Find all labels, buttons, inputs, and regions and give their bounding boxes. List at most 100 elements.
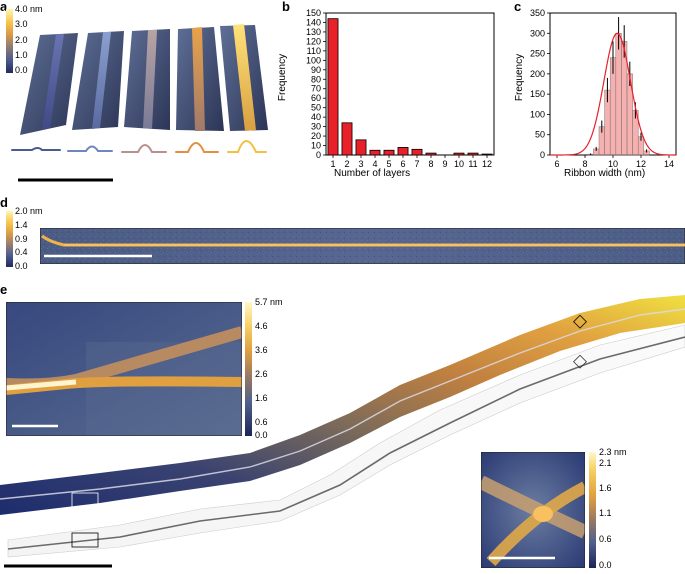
panel-c-chart: 0 50 100 150 200 250 300 350 6 8 10 12 14 bbox=[530, 8, 677, 169]
panel-b-bar bbox=[397, 147, 409, 156]
panel-b-xtick-label: 2 bbox=[344, 159, 349, 169]
panel-e-inset-left-cb-tick-5: 0.6 bbox=[255, 417, 268, 427]
panel-e-box-3 bbox=[573, 314, 587, 329]
panel-e-inset-left bbox=[6, 302, 242, 436]
panel-a-profiles bbox=[11, 140, 267, 153]
panel-d-cb-tick-4: 0.0 bbox=[15, 261, 28, 271]
panel-e-inset-left-cb-tick-4: 1.6 bbox=[255, 393, 268, 403]
panel-b-ytick-label: 110 bbox=[307, 46, 321, 56]
panel-letter-d: d bbox=[0, 195, 8, 210]
panel-c-xlabel: Ribbon width (nm) bbox=[564, 168, 646, 179]
panel-b-ytick-label: 150 bbox=[306, 8, 321, 18]
panel-e-inset-left-colorbar bbox=[245, 302, 252, 436]
panel-c-gaussian-fit bbox=[550, 32, 676, 156]
panel-e-inset-left-cb-tick-3: 2.6 bbox=[255, 369, 268, 379]
panel-e-box-4 bbox=[573, 354, 587, 369]
panel-c-ytick-label: 300 bbox=[530, 28, 545, 38]
panel-b-ytick-label: 50 bbox=[311, 103, 321, 113]
panel-b-bar bbox=[383, 149, 395, 156]
panel-c-ytick-label: 350 bbox=[530, 8, 545, 18]
panel-a-cb-tick-0: 4.0 nm bbox=[15, 4, 43, 14]
panel-b-ytick-label: 100 bbox=[306, 55, 321, 65]
panel-e-inset-right-cb-tick-1: 2.1 bbox=[599, 458, 612, 468]
panel-b-ytick-label: 10 bbox=[311, 141, 321, 151]
panel-a-strip-1 bbox=[20, 33, 78, 135]
panel-b-xtick-label: 7 bbox=[414, 159, 419, 169]
panel-e-inset-right-cb-tick-0: 2.3 nm bbox=[599, 447, 627, 457]
panel-b-bar bbox=[411, 148, 423, 156]
panel-a-strip-2 bbox=[72, 31, 124, 130]
panel-b-ytick-label: 60 bbox=[311, 93, 321, 103]
panel-b-bar bbox=[467, 152, 479, 156]
panel-a-colorbar bbox=[6, 9, 13, 73]
panel-d-colorbar bbox=[6, 211, 13, 267]
panel-c-ytick-label: 50 bbox=[535, 130, 545, 140]
panel-e-inset-left-cb-tick-1: 4.6 bbox=[255, 321, 268, 331]
panel-d-cb-tick-3: 0.4 bbox=[15, 247, 28, 257]
panel-a-cb-tick-1: 3.0 bbox=[15, 19, 28, 29]
panel-e-inset-right-cb-tick-2: 1.6 bbox=[599, 483, 612, 493]
panel-b-ytick-label: 90 bbox=[311, 65, 321, 75]
panel-b-ytick-label: 130 bbox=[306, 27, 321, 37]
panel-letter-b: b bbox=[282, 0, 290, 14]
panel-e-inset-right-colorbar bbox=[589, 452, 596, 568]
panel-b-xlabel: Number of layers bbox=[334, 168, 411, 179]
panel-b-ytick-label: 120 bbox=[306, 36, 321, 46]
panel-a-strip-5 bbox=[220, 24, 268, 131]
panel-e-inset-left-cb-tick-0: 5.7 nm bbox=[255, 297, 283, 307]
panel-b-xtick-label: 11 bbox=[468, 159, 477, 169]
panel-letter-a: a bbox=[0, 0, 8, 14]
panel-b-xtick-label: 4 bbox=[372, 159, 377, 169]
panel-letter-e: e bbox=[0, 282, 8, 297]
panel-b-bar bbox=[355, 139, 367, 156]
panel-b-xtick-label: 3 bbox=[358, 159, 363, 169]
panel-c-xtick-label: 8 bbox=[582, 159, 587, 169]
panel-b-ytick-label: 80 bbox=[311, 74, 321, 84]
panel-c-ytick-label: 100 bbox=[530, 109, 545, 119]
panel-b-ytick-label: 140 bbox=[306, 17, 321, 27]
panel-c-ytick-label: 150 bbox=[530, 89, 545, 99]
panel-c-ytick-label: 250 bbox=[530, 49, 545, 59]
panel-e-gray-montage bbox=[7, 324, 685, 558]
panel-b-bar bbox=[327, 18, 339, 156]
panel-e-large-montage bbox=[0, 295, 685, 568]
panel-b-ytick-label: 20 bbox=[311, 131, 321, 141]
panel-b-ytick-label: 0 bbox=[316, 150, 321, 160]
panel-b-ytick-label: 70 bbox=[311, 84, 321, 94]
panel-c-xtick-label: 10 bbox=[608, 159, 618, 169]
panel-b-xtick-label: 5 bbox=[386, 159, 391, 169]
panel-b-xtick-label: 10 bbox=[454, 159, 464, 169]
panel-c-xtick-label: 6 bbox=[554, 159, 559, 169]
panel-c-ytick-label: 200 bbox=[530, 69, 545, 79]
panel-b-ylabel: Frequency bbox=[277, 53, 289, 102]
panel-a-3d-surface bbox=[11, 24, 268, 182]
panel-b-ytick-label: 30 bbox=[311, 122, 321, 132]
panel-b-bar bbox=[369, 149, 381, 156]
panel-b-frame bbox=[325, 12, 495, 156]
panel-e-inset-left-cb-tick-2: 3.6 bbox=[255, 345, 268, 355]
panel-e-inset-right bbox=[481, 452, 585, 568]
panel-e-inset-right-cb-tick-3: 1.1 bbox=[599, 508, 612, 518]
panel-c-xtick-label: 14 bbox=[664, 159, 674, 169]
panel-a-cb-tick-3: 1.0 bbox=[15, 50, 28, 60]
panel-d-afm-image bbox=[40, 228, 685, 264]
panel-d-cb-tick-0: 2.0 nm bbox=[15, 206, 43, 216]
panel-b-ytick-label: 40 bbox=[311, 112, 321, 122]
panel-e-inset-left-cb-tick-6: 0.0 bbox=[255, 430, 268, 440]
panel-letter-c: c bbox=[514, 0, 522, 14]
panel-b-xtick-label: 6 bbox=[400, 159, 405, 169]
panel-a-strip-3 bbox=[124, 29, 170, 130]
panel-e-box-2 bbox=[71, 532, 99, 548]
panel-e-inset-right-cb-tick-5: 0.0 bbox=[599, 560, 612, 570]
panel-b-bar bbox=[425, 152, 437, 156]
panel-b-bar bbox=[481, 153, 493, 156]
panel-c-xtick-label: 12 bbox=[636, 159, 646, 169]
panel-b-bar bbox=[453, 152, 465, 156]
panel-c-bar bbox=[615, 33, 622, 156]
panel-b-xtick-label: 1 bbox=[330, 159, 335, 169]
panel-c-ytick-label: 0 bbox=[540, 150, 545, 160]
panel-e-color-montage bbox=[0, 295, 685, 515]
panel-b-bar bbox=[341, 122, 353, 156]
panel-b-xtick-label: 12 bbox=[482, 159, 492, 169]
